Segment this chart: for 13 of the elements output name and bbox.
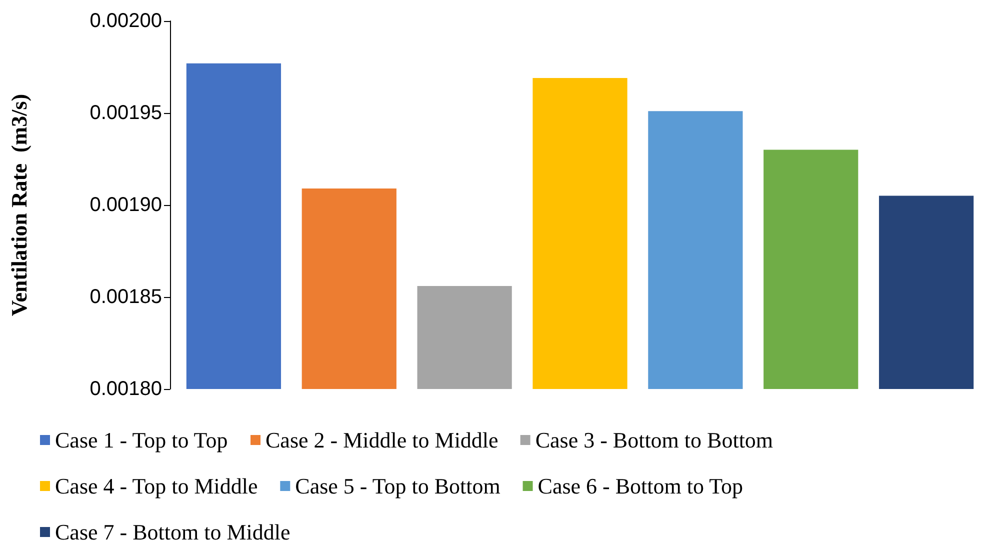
y-tick-label: 0.00190 <box>90 194 162 216</box>
legend-label: Case 4 - Top to Middle <box>55 474 258 498</box>
y-tick-label: 0.00195 <box>90 102 162 124</box>
legend-label: Case 1 - Top to Top <box>55 428 228 452</box>
legend-label: Case 6 - Bottom to Top <box>538 474 743 498</box>
legend-label: Case 2 - Middle to Middle <box>266 428 498 452</box>
legend-label: Case 5 - Top to Bottom <box>295 474 500 498</box>
y-tick-label: 0.00200 <box>90 10 162 32</box>
y-axis-title: Ventilation Rate (m3/s) <box>6 94 32 316</box>
legend-label: Case 7 - Bottom to Middle <box>55 520 290 543</box>
y-tick-label: 0.00180 <box>90 378 162 400</box>
legend-label: Case 3 - Bottom to Bottom <box>535 428 774 452</box>
y-tick-label: 0.00185 <box>90 286 162 308</box>
